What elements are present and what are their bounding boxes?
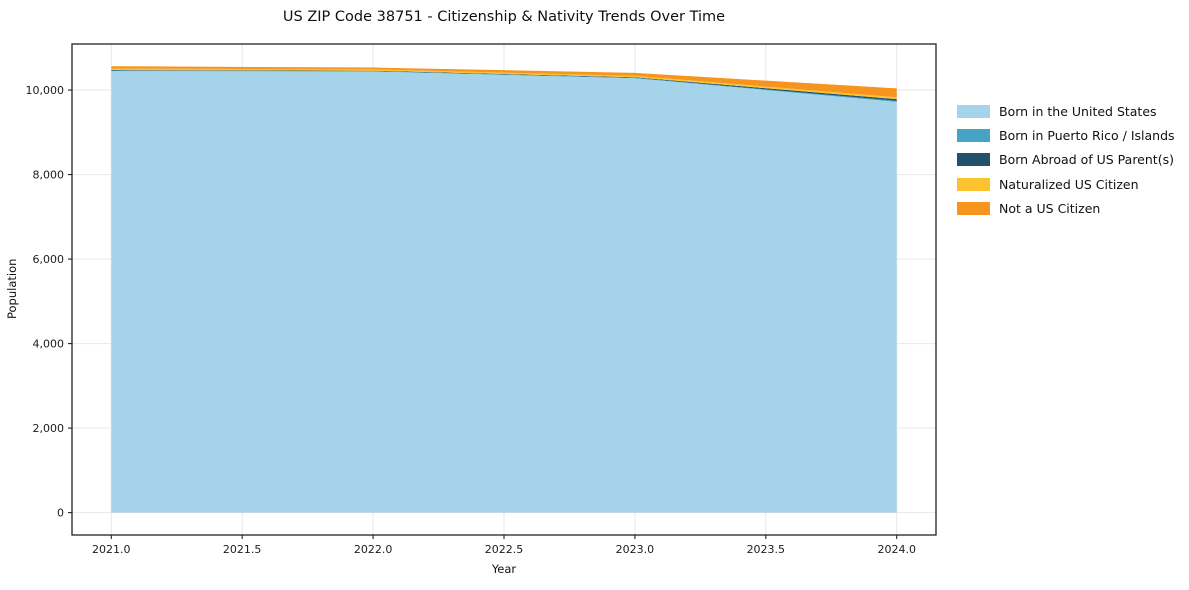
y-tick-label: 4,000 xyxy=(33,338,65,351)
y-tick-label: 10,000 xyxy=(26,84,65,97)
legend-swatch xyxy=(957,104,990,118)
legend-item: Born in the United States xyxy=(957,99,1175,123)
y-tick-label: 6,000 xyxy=(33,253,65,266)
legend-label: Not a US Citizen xyxy=(999,201,1101,217)
legend-item: Not a US Citizen xyxy=(957,197,1175,221)
area-series xyxy=(111,66,897,98)
x-tick-label: 2023.0 xyxy=(616,543,655,556)
legend-label: Born in the United States xyxy=(999,103,1157,119)
y-tick-label: 0 xyxy=(57,507,64,520)
legend-swatch xyxy=(957,202,990,216)
chart-title: US ZIP Code 38751 - Citizenship & Nativi… xyxy=(282,9,726,25)
y-tick-label: 8,000 xyxy=(33,169,65,182)
x-axis-label: Year xyxy=(491,562,517,576)
legend-label: Born in Puerto Rico / Islands xyxy=(999,128,1175,144)
y-tick-label: 2,000 xyxy=(33,422,65,435)
area-series xyxy=(111,71,897,513)
x-tick-label: 2022.0 xyxy=(354,543,393,556)
legend-item: Naturalized US Citizen xyxy=(957,172,1175,196)
legend: Born in the United States Born in Puerto … xyxy=(957,99,1175,221)
legend-label: Born Abroad of US Parent(s) xyxy=(999,152,1174,168)
x-tick-label: 2023.5 xyxy=(747,543,786,556)
legend-swatch xyxy=(957,129,990,143)
x-tick-label: 2024.0 xyxy=(877,543,916,556)
x-tick-label: 2021.5 xyxy=(223,543,262,556)
legend-swatch xyxy=(957,177,990,191)
y-axis-label: Population xyxy=(5,258,19,320)
x-tick-label: 2021.0 xyxy=(92,543,131,556)
legend-swatch xyxy=(957,153,990,167)
legend-item: Born Abroad of US Parent(s) xyxy=(957,148,1175,172)
legend-item: Born in Puerto Rico / Islands xyxy=(957,123,1175,147)
x-tick-label: 2022.5 xyxy=(485,543,524,556)
legend-label: Naturalized US Citizen xyxy=(999,176,1139,192)
